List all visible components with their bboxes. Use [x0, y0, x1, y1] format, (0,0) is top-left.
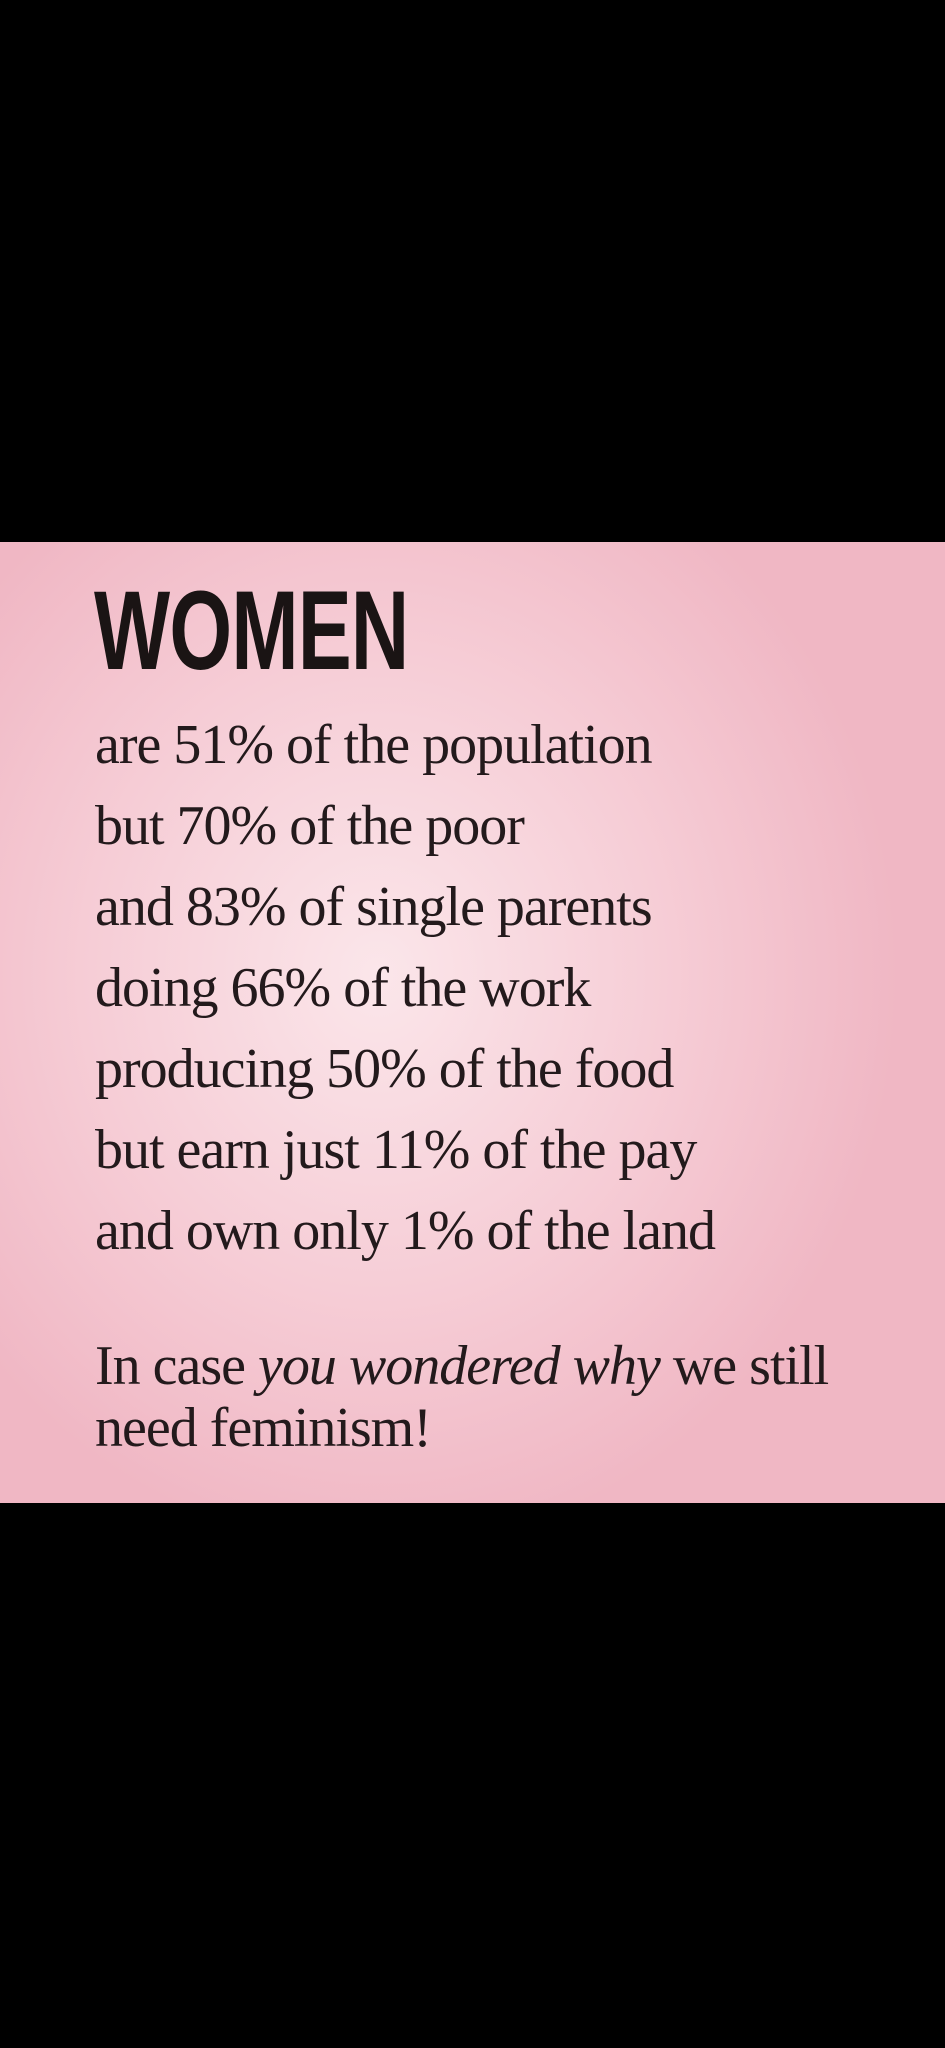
poster-card [0, 542, 945, 1503]
closing-part1: In case [95, 1335, 259, 1397]
statistics-list: are 51% of the population but 70% of the… [95, 705, 716, 1272]
closing-italic: you wondered why [258, 1335, 661, 1397]
closing-part2: we still need feminism! [95, 1335, 829, 1459]
statistic-line: and own only 1% of the land [95, 1200, 716, 1262]
statistic-line: are 51% of the population [95, 714, 653, 776]
statistic-line: but earn just 11% of the pay [95, 1119, 697, 1181]
statistic-line: producing 50% of the food [95, 1038, 674, 1100]
headline: WOMEN [94, 568, 409, 693]
statistic-line: doing 66% of the work [95, 957, 591, 1019]
closing-statement: In case you wondered why we still need f… [95, 1335, 895, 1459]
statistic-line: and 83% of single parents [95, 876, 653, 938]
statistic-line: but 70% of the poor [95, 795, 525, 857]
